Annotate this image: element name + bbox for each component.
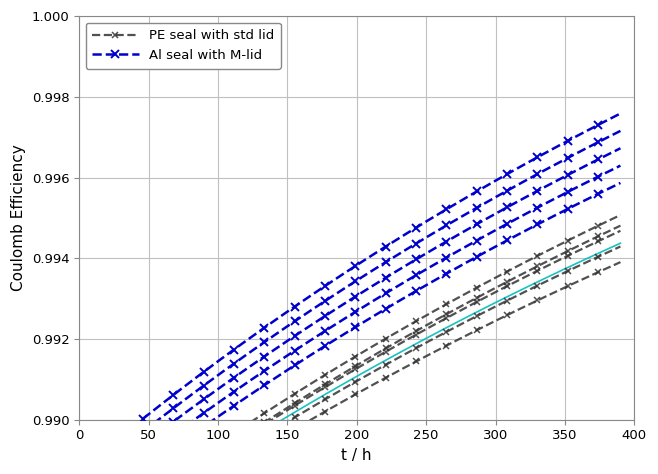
Al seal with M-lid	[542, 184, 549, 190]
PE seal with std lid	[423, 326, 431, 331]
X-axis label: t / h: t / h	[342, 448, 372, 463]
Al seal with M-lid	[423, 250, 431, 255]
Al seal with M-lid	[617, 146, 624, 151]
Al seal with M-lid	[139, 442, 147, 447]
Y-axis label: Coulomb Efficiency: Coulomb Efficiency	[11, 145, 26, 291]
Line: Al seal with M-lid: Al seal with M-lid	[139, 145, 624, 448]
Al seal with M-lid	[141, 440, 149, 446]
PE seal with std lid	[572, 249, 580, 255]
Al seal with M-lid	[422, 251, 430, 256]
Legend: PE seal with std lid, Al seal with M-lid: PE seal with std lid, Al seal with M-lid	[86, 23, 281, 69]
PE seal with std lid	[542, 264, 549, 270]
PE seal with std lid	[422, 327, 430, 332]
Al seal with M-lid	[572, 168, 580, 173]
Al seal with M-lid	[431, 245, 439, 251]
PE seal with std lid	[617, 228, 624, 234]
PE seal with std lid	[431, 321, 439, 327]
Line: PE seal with std lid: PE seal with std lid	[139, 228, 624, 474]
